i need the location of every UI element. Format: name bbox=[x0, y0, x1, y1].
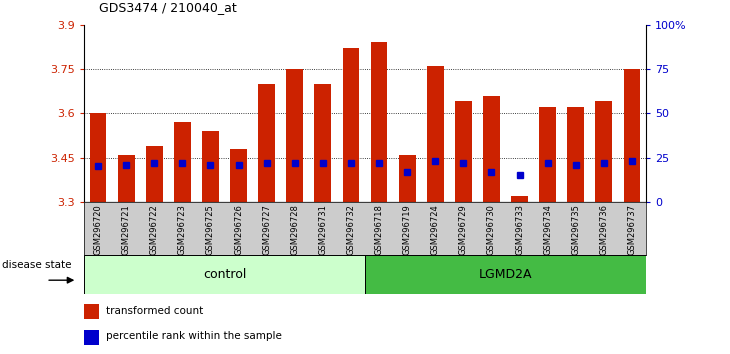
Text: GSM296724: GSM296724 bbox=[431, 205, 439, 255]
Text: GSM296720: GSM296720 bbox=[93, 205, 102, 255]
Bar bbox=[146, 146, 163, 202]
Text: GSM296718: GSM296718 bbox=[374, 205, 383, 255]
Bar bbox=[118, 155, 134, 202]
Text: GSM296725: GSM296725 bbox=[206, 205, 215, 255]
Text: LGMD2A: LGMD2A bbox=[479, 268, 532, 281]
Bar bbox=[258, 84, 275, 202]
Text: disease state: disease state bbox=[1, 259, 72, 270]
Bar bbox=[315, 84, 331, 202]
Bar bbox=[427, 66, 444, 202]
Bar bbox=[371, 42, 388, 202]
Text: percentile rank within the sample: percentile rank within the sample bbox=[106, 331, 282, 341]
Text: GSM296734: GSM296734 bbox=[543, 205, 552, 255]
Bar bbox=[623, 69, 640, 202]
Text: GDS3474 / 210040_at: GDS3474 / 210040_at bbox=[99, 1, 237, 14]
Text: GSM296732: GSM296732 bbox=[347, 205, 356, 255]
Text: GSM296730: GSM296730 bbox=[487, 205, 496, 255]
Bar bbox=[399, 155, 415, 202]
Text: GSM296726: GSM296726 bbox=[234, 205, 243, 255]
Text: GSM296735: GSM296735 bbox=[572, 205, 580, 255]
Bar bbox=[483, 96, 500, 202]
Text: transformed count: transformed count bbox=[106, 306, 203, 316]
Bar bbox=[342, 48, 359, 202]
Text: GSM296733: GSM296733 bbox=[515, 205, 524, 256]
Text: GSM296723: GSM296723 bbox=[178, 205, 187, 255]
Text: GSM296737: GSM296737 bbox=[628, 205, 637, 256]
Bar bbox=[286, 69, 303, 202]
Text: GSM296722: GSM296722 bbox=[150, 205, 158, 255]
Text: GSM296727: GSM296727 bbox=[262, 205, 271, 255]
Bar bbox=[230, 149, 247, 202]
Bar bbox=[202, 131, 219, 202]
Bar bbox=[84, 330, 99, 345]
Bar bbox=[596, 102, 612, 202]
Bar bbox=[174, 122, 191, 202]
Bar bbox=[455, 102, 472, 202]
Text: GSM296729: GSM296729 bbox=[459, 205, 468, 255]
Text: GSM296731: GSM296731 bbox=[318, 205, 327, 255]
Bar bbox=[365, 255, 646, 294]
Text: GSM296721: GSM296721 bbox=[122, 205, 131, 255]
Bar bbox=[84, 304, 99, 319]
Bar bbox=[90, 113, 107, 202]
Text: GSM296736: GSM296736 bbox=[599, 205, 608, 256]
Bar bbox=[511, 196, 528, 202]
Bar bbox=[84, 255, 365, 294]
Text: control: control bbox=[203, 268, 246, 281]
Text: GSM296719: GSM296719 bbox=[403, 205, 412, 255]
Text: GSM296728: GSM296728 bbox=[291, 205, 299, 255]
Bar bbox=[539, 107, 556, 202]
Bar bbox=[567, 107, 584, 202]
